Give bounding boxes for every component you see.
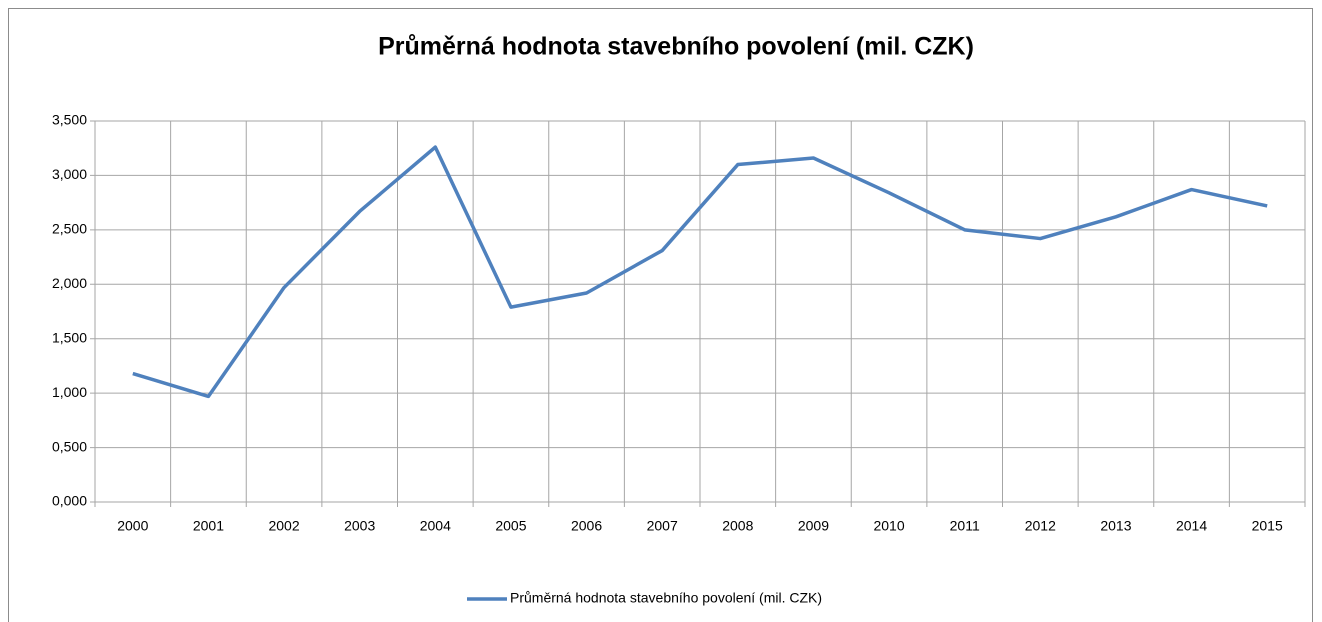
y-tick-label: 0,000 (52, 493, 87, 509)
chart-title: Průměrná hodnota stavebního povolení (mi… (378, 33, 974, 61)
y-tick-label: 3,500 (52, 112, 87, 128)
x-tick-label: 2008 (722, 518, 753, 534)
x-tick-label: 2005 (495, 518, 526, 534)
chart-frame (8, 8, 1313, 622)
x-tick-label: 2003 (344, 518, 375, 534)
legend-label: Průměrná hodnota stavebního povolení (mi… (510, 590, 822, 606)
x-tick-label: 2015 (1252, 518, 1283, 534)
x-tick-label: 2012 (1025, 518, 1056, 534)
y-tick-label: 2,500 (52, 221, 87, 237)
x-tick-label: 2009 (798, 518, 829, 534)
y-tick-label: 1,500 (52, 329, 87, 345)
x-tick-label: 2007 (647, 518, 678, 534)
y-tick-label: 0,500 (52, 438, 87, 454)
x-tick-label: 2011 (950, 518, 980, 534)
y-tick-label: 1,000 (52, 384, 87, 400)
y-tick-label: 3,000 (52, 166, 87, 182)
x-tick-label: 2004 (420, 518, 451, 534)
x-tick-label: 2001 (193, 518, 224, 534)
x-tick-label: 2002 (268, 518, 299, 534)
x-tick-label: 2000 (117, 518, 148, 534)
x-tick-label: 2014 (1176, 518, 1207, 534)
x-tick-label: 2006 (571, 518, 602, 534)
x-tick-label: 2013 (1100, 518, 1131, 534)
line-series (132, 145, 1268, 399)
x-tick-label: 2010 (873, 518, 904, 534)
y-tick-label: 2,000 (52, 275, 87, 291)
